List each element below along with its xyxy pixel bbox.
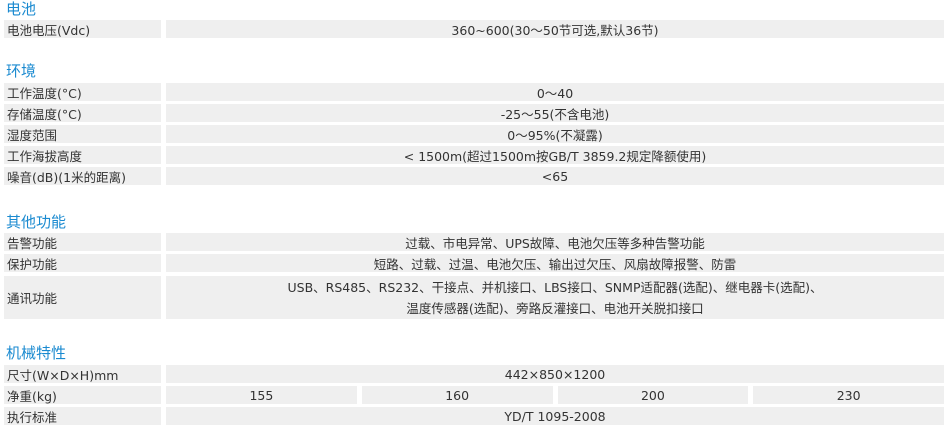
spec-label: 工作海拔高度 — [4, 146, 161, 164]
spec-label: 尺寸(W×D×H)mm — [4, 365, 161, 383]
spec-value: USB、RS485、RS232、干接点、并机接口、LBS接口、SNMP适配器(选… — [166, 276, 944, 319]
spec-value: 0～40 — [166, 83, 944, 101]
spec-value: -25～55(不含电池) — [166, 104, 944, 122]
spec-label: 存储温度(°C) — [4, 104, 161, 122]
spec-row: 湿度范围 0～95%(不凝露) — [4, 125, 944, 143]
section-title-battery: 电池 — [6, 0, 37, 18]
spec-value: <65 — [166, 167, 944, 185]
spec-row: 保护功能 短路、过载、过温、电池欠压、输出过欠压、风扇故障报警、防雷 — [4, 254, 944, 272]
spec-label: 告警功能 — [4, 233, 161, 251]
spec-row: 噪音(dB)(1米的距离) <65 — [4, 167, 944, 185]
spec-label: 噪音(dB)(1米的距离) — [4, 167, 161, 185]
spec-value-line: USB、RS485、RS232、干接点、并机接口、LBS接口、SNMP适配器(选… — [287, 279, 823, 295]
spec-row: 尺寸(W×D×H)mm 442×850×1200 — [4, 365, 944, 383]
spec-row: 存储温度(°C) -25～55(不含电池) — [4, 104, 944, 122]
section-title-environment: 环境 — [6, 62, 37, 80]
spec-label: 保护功能 — [4, 254, 161, 272]
spec-row: 工作海拔高度 < 1500m(超过1500m按GB/T 3859.2规定降额使用) — [4, 146, 944, 164]
spec-row: 通讯功能 USB、RS485、RS232、干接点、并机接口、LBS接口、SNMP适… — [4, 276, 944, 319]
weight-value: 160 — [361, 386, 553, 404]
spec-row: 工作温度(°C) 0～40 — [4, 83, 944, 101]
spec-label: 通讯功能 — [4, 276, 161, 319]
spec-value: < 1500m(超过1500m按GB/T 3859.2规定降额使用) — [166, 146, 944, 164]
spec-label: 净重(kg) — [4, 386, 161, 404]
weight-value: 155 — [166, 386, 357, 404]
spec-label: 电池电压(Vdc) — [4, 20, 161, 38]
spec-value: 0～95%(不凝露) — [166, 125, 944, 143]
spec-value: 过载、市电异常、UPS故障、电池欠压等多种告警功能 — [166, 233, 944, 251]
spec-label: 执行标准 — [4, 407, 161, 425]
spec-value: 442×850×1200 — [166, 365, 944, 383]
spec-value: 短路、过载、过温、电池欠压、输出过欠压、风扇故障报警、防雷 — [166, 254, 944, 272]
spec-value: YD/T 1095-2008 — [166, 407, 944, 425]
spec-row: 净重(kg) 155 160 200 230 — [4, 386, 944, 404]
section-title-other-functions: 其他功能 — [6, 213, 67, 231]
spec-label: 湿度范围 — [4, 125, 161, 143]
spec-row: 电池电压(Vdc) 360~600(30～50节可选,默认36节) — [4, 20, 944, 38]
spec-value-line: 温度传感器(选配)、旁路反灌接口、电池开关脱扣接口 — [406, 300, 704, 316]
spec-row: 告警功能 过载、市电异常、UPS故障、电池欠压等多种告警功能 — [4, 233, 944, 251]
spec-label: 工作温度(°C) — [4, 83, 161, 101]
weight-value: 200 — [557, 386, 749, 404]
weight-value: 230 — [753, 386, 944, 404]
section-title-mechanical: 机械特性 — [6, 344, 67, 362]
spec-value: 360~600(30～50节可选,默认36节) — [166, 20, 944, 38]
spec-row: 执行标准 YD/T 1095-2008 — [4, 407, 944, 425]
